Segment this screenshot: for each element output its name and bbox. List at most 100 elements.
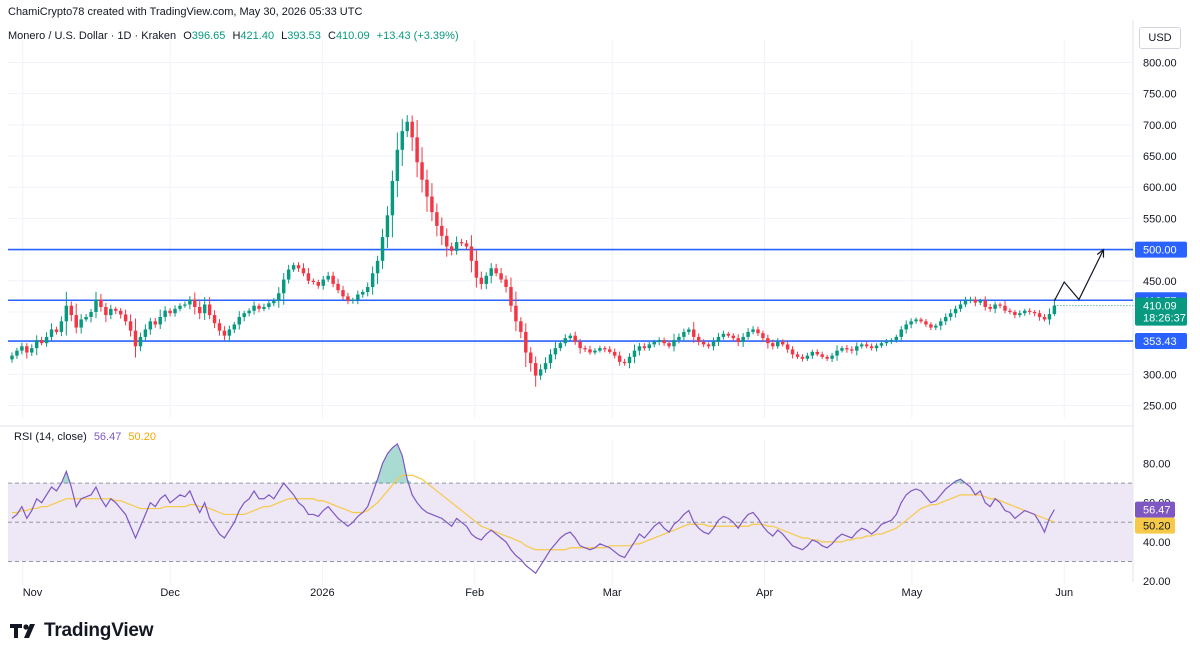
candle-body	[138, 336, 143, 347]
tradingview-logo[interactable]: TradingView	[10, 620, 154, 642]
candle-body	[785, 344, 790, 350]
candle-body	[845, 348, 849, 350]
candle-body	[973, 299, 978, 303]
candle-body	[909, 321, 913, 325]
candle-body	[198, 306, 202, 314]
candle-body	[751, 329, 755, 332]
candle-body	[622, 361, 627, 364]
current-price-tag	[1135, 297, 1187, 326]
high-value: 421.40	[240, 30, 275, 42]
candle-body	[746, 331, 750, 337]
price-tick-label: 600.00	[1143, 182, 1177, 194]
candle-body	[346, 296, 350, 301]
candle-body	[840, 348, 844, 351]
candle-body	[20, 346, 24, 351]
candle-body	[361, 292, 365, 295]
candle-body	[380, 237, 385, 261]
candle-body	[780, 341, 785, 345]
candle-body	[123, 314, 128, 322]
candle-body	[449, 246, 454, 251]
candle-body	[776, 341, 780, 347]
candle-body	[864, 344, 869, 347]
candle-body	[706, 344, 711, 347]
candle-body	[835, 350, 839, 356]
candle-body	[711, 341, 716, 347]
level-tag-label: 500.00	[1143, 245, 1177, 257]
candle-body	[642, 346, 647, 349]
symbol-name[interactable]: Monero / U.S. Dollar · 1D · Kraken	[8, 30, 177, 42]
candle-body	[716, 336, 721, 342]
candle-body	[919, 319, 923, 322]
candle-body	[953, 308, 958, 314]
candle-body	[227, 329, 232, 336]
candle-body	[44, 336, 49, 344]
candle-body	[889, 340, 894, 342]
candle-body	[657, 340, 661, 342]
candle-body	[158, 316, 162, 325]
candle-body	[49, 329, 54, 337]
candle-body	[30, 348, 34, 353]
candle-body	[440, 225, 444, 236]
candle-body	[336, 283, 340, 291]
candle-body	[430, 196, 434, 213]
candle-body	[632, 350, 637, 357]
candle-body	[237, 316, 241, 325]
candle-body	[1003, 305, 1007, 311]
candle-body	[939, 321, 943, 326]
candle-body	[741, 336, 745, 342]
candle-body	[74, 315, 78, 328]
price-tick-label: 800.00	[1143, 57, 1177, 69]
candle-body	[400, 131, 405, 150]
candle-body	[948, 313, 953, 317]
high-label: H	[232, 30, 241, 42]
rsi-title[interactable]: RSI (14, close)	[14, 431, 87, 443]
candle-body	[652, 341, 656, 345]
candle-body	[385, 215, 390, 238]
candle-body	[1018, 313, 1022, 316]
candle-body	[118, 310, 123, 315]
candle-body	[869, 346, 874, 349]
candle-body	[474, 260, 479, 278]
rsi-value-tag-label: 56.47	[1143, 505, 1171, 517]
candle-body	[178, 305, 182, 309]
candle-body	[252, 305, 256, 311]
candle-body	[331, 275, 335, 284]
projection-arrowhead	[1096, 248, 1105, 258]
candle-body	[454, 242, 459, 251]
tradingview-logo-icon	[10, 624, 35, 638]
candle-body	[904, 324, 908, 330]
candle-body	[316, 282, 321, 286]
candle-body	[1027, 310, 1032, 312]
rsi-overbought-fill	[61, 443, 966, 484]
candle-body	[963, 300, 968, 305]
candle-body	[34, 340, 39, 349]
candle-body	[410, 121, 414, 138]
candle-body	[929, 324, 933, 328]
candle-body	[1008, 310, 1012, 312]
candle-body	[242, 313, 246, 317]
price-tick-label: 650.00	[1143, 151, 1177, 163]
chart-credit: ChamiCrypto78 created with TradingView.c…	[8, 6, 363, 18]
currency-button[interactable]: USD	[1139, 27, 1181, 49]
candle-body	[810, 351, 815, 356]
candle-body	[59, 321, 64, 332]
candle-body	[1037, 313, 1042, 317]
candle-body	[311, 280, 316, 283]
candle-body	[608, 349, 612, 352]
candle-body	[365, 287, 370, 293]
candle-body	[983, 300, 987, 307]
candle-body	[899, 329, 903, 337]
price-chart[interactable]: 800.00 750.00 700.00 650.00 600.00 550.00 500.…	[0, 0, 1200, 612]
time-tick-label: 2026	[310, 587, 334, 599]
candle-body	[672, 340, 676, 347]
candle-body	[830, 355, 834, 359]
candle-body	[54, 329, 59, 332]
candle-body	[217, 323, 222, 331]
candle-body	[731, 335, 736, 339]
candle-body	[25, 346, 29, 353]
time-tick-label: Mar	[603, 587, 622, 599]
candle-body	[277, 293, 281, 301]
candle-body	[528, 352, 533, 364]
candle-body	[128, 321, 133, 331]
candle-body	[805, 355, 810, 359]
